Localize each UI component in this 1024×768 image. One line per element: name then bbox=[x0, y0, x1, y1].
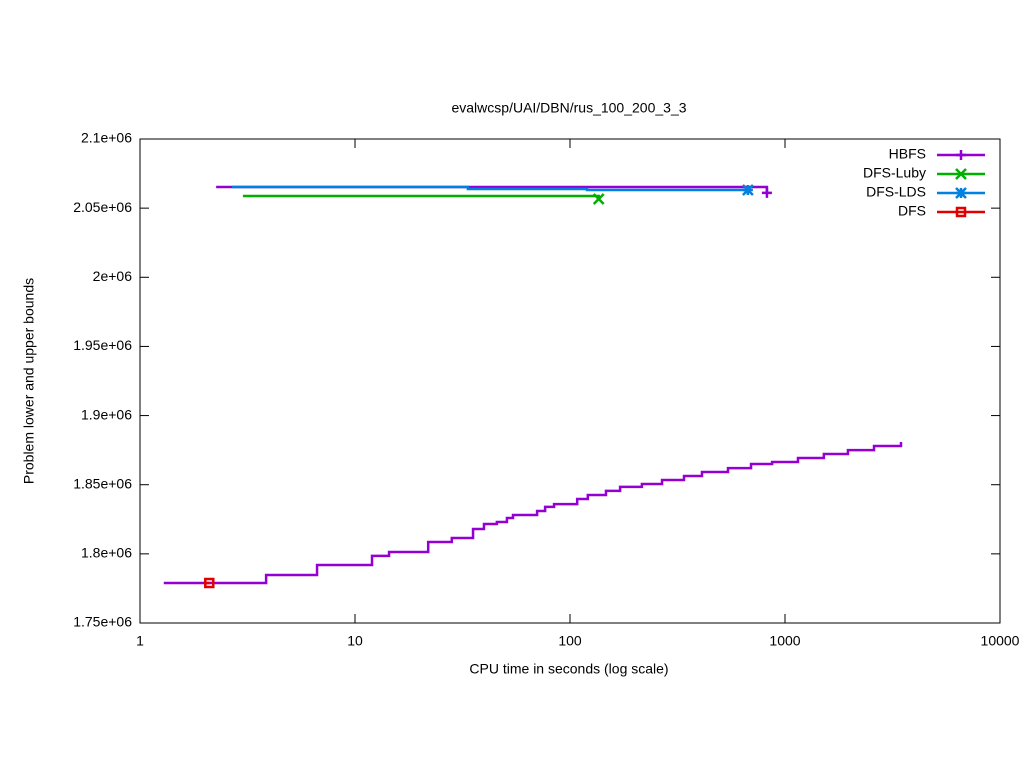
y-tick-label: 2.1e+06 bbox=[81, 130, 132, 146]
y-tick-label: 2.05e+06 bbox=[73, 199, 132, 215]
y-tick-label: 1.75e+06 bbox=[73, 614, 132, 630]
y-axis-label: Problem lower and upper bounds bbox=[21, 278, 37, 484]
x-tick-label: 1000 bbox=[769, 633, 800, 649]
y-tick-label: 1.85e+06 bbox=[73, 475, 132, 491]
series-marker bbox=[592, 193, 605, 205]
x-tick-label: 1 bbox=[136, 633, 144, 649]
y-tick-label: 2e+06 bbox=[93, 268, 133, 284]
series-marker bbox=[742, 184, 754, 196]
series-marker bbox=[204, 577, 215, 589]
legend-marker bbox=[955, 168, 967, 180]
series-line bbox=[163, 441, 903, 585]
x-tick-label: 100 bbox=[558, 633, 582, 649]
x-tick-label: 10 bbox=[347, 633, 363, 649]
x-axis-label: CPU time in seconds (log scale) bbox=[469, 661, 668, 677]
x-tick-label: 10000 bbox=[981, 633, 1020, 649]
y-tick-label: 1.95e+06 bbox=[73, 337, 132, 353]
y-tick-label: 1.8e+06 bbox=[81, 545, 132, 561]
legend-label: HBFS bbox=[889, 146, 926, 162]
series-marker bbox=[761, 187, 772, 198]
legend-marker bbox=[955, 206, 967, 218]
legend-marker bbox=[955, 187, 967, 199]
chart-title: evalwcsp/UAI/DBN/rus_100_200_3_3 bbox=[451, 100, 686, 116]
series-line bbox=[232, 185, 748, 192]
legend-label: DFS-LDS bbox=[866, 184, 926, 200]
legend-marker bbox=[956, 150, 966, 160]
y-tick-label: 1.9e+06 bbox=[81, 406, 132, 422]
legend-label: DFS bbox=[898, 203, 926, 219]
legend-label: DFS-Luby bbox=[863, 165, 926, 181]
